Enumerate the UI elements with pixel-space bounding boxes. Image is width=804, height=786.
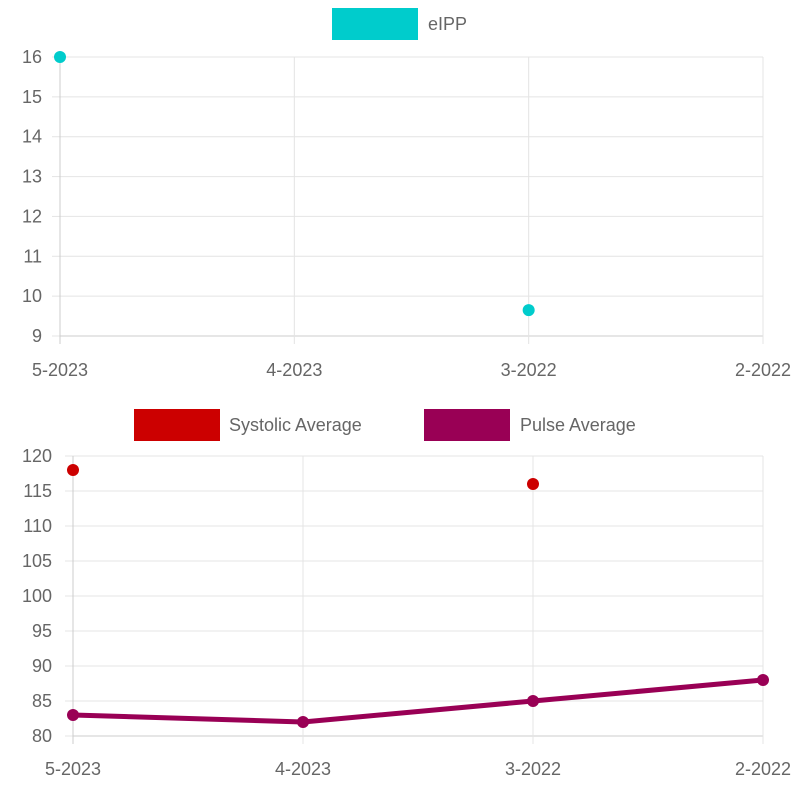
legend-label-eipp[interactable]: eIPP [428, 14, 467, 34]
x-tick-label: 3-2022 [501, 360, 557, 380]
legend-label-pulse-average[interactable]: Pulse Average [520, 415, 636, 435]
legend-label-systolic-average[interactable]: Systolic Average [229, 415, 362, 435]
y-tick-label: 80 [32, 726, 52, 746]
legend-swatch-pulse-average[interactable] [424, 409, 510, 441]
pulse-average-point[interactable] [67, 709, 79, 721]
x-tick-label: 2-2022 [735, 759, 791, 779]
y-tick-label: 13 [22, 167, 42, 187]
x-tick-label: 4-2023 [266, 360, 322, 380]
y-tick-label: 14 [22, 127, 42, 147]
eipp-point[interactable] [54, 51, 66, 63]
legend-swatch-eipp[interactable] [332, 8, 418, 40]
y-tick-label: 95 [32, 621, 52, 641]
pulse-average-point[interactable] [527, 695, 539, 707]
eipp-point[interactable] [522, 304, 535, 317]
legend: eIPP [332, 8, 467, 40]
y-tick-label: 85 [32, 691, 52, 711]
y-tick-label: 10 [22, 286, 42, 306]
systolic-average-point[interactable] [67, 464, 79, 476]
x-tick-label: 3-2022 [505, 759, 561, 779]
y-tick-label: 11 [23, 246, 42, 266]
legend-swatch-systolic-average[interactable] [134, 409, 220, 441]
legend: Systolic Average Pulse Average [134, 409, 636, 441]
x-tick-label: 2-2022 [735, 360, 791, 380]
x-tick-label: 4-2023 [275, 759, 331, 779]
y-tick-label: 100 [22, 586, 52, 606]
pulse-average-point[interactable] [297, 716, 309, 728]
y-tick-label: 105 [22, 551, 52, 571]
y-tick-label: 90 [32, 656, 52, 676]
eipp-chart: eIPP 9 10 11 12 13 14 15 16 5-2023 4-2023 3-2022 2-… [22, 8, 791, 380]
y-tick-label: 15 [22, 87, 42, 107]
y-tick-label: 110 [23, 516, 52, 536]
grid [65, 455, 764, 744]
y-tick-label: 115 [23, 481, 52, 501]
systolic-average-point[interactable] [527, 478, 539, 490]
x-tick-label: 5-2023 [45, 759, 101, 779]
y-tick-label: 9 [32, 326, 42, 346]
y-tick-label: 12 [22, 206, 42, 226]
y-tick-label: 16 [22, 47, 42, 67]
x-tick-label: 5-2023 [32, 360, 88, 380]
pulse-average-point[interactable] [757, 674, 769, 686]
vitals-chart: Systolic Average Pulse Average 80 85 90 95 1… [22, 409, 791, 779]
grid [52, 56, 764, 344]
pulse-average-line [72, 677, 764, 725]
y-tick-label: 120 [22, 446, 52, 466]
